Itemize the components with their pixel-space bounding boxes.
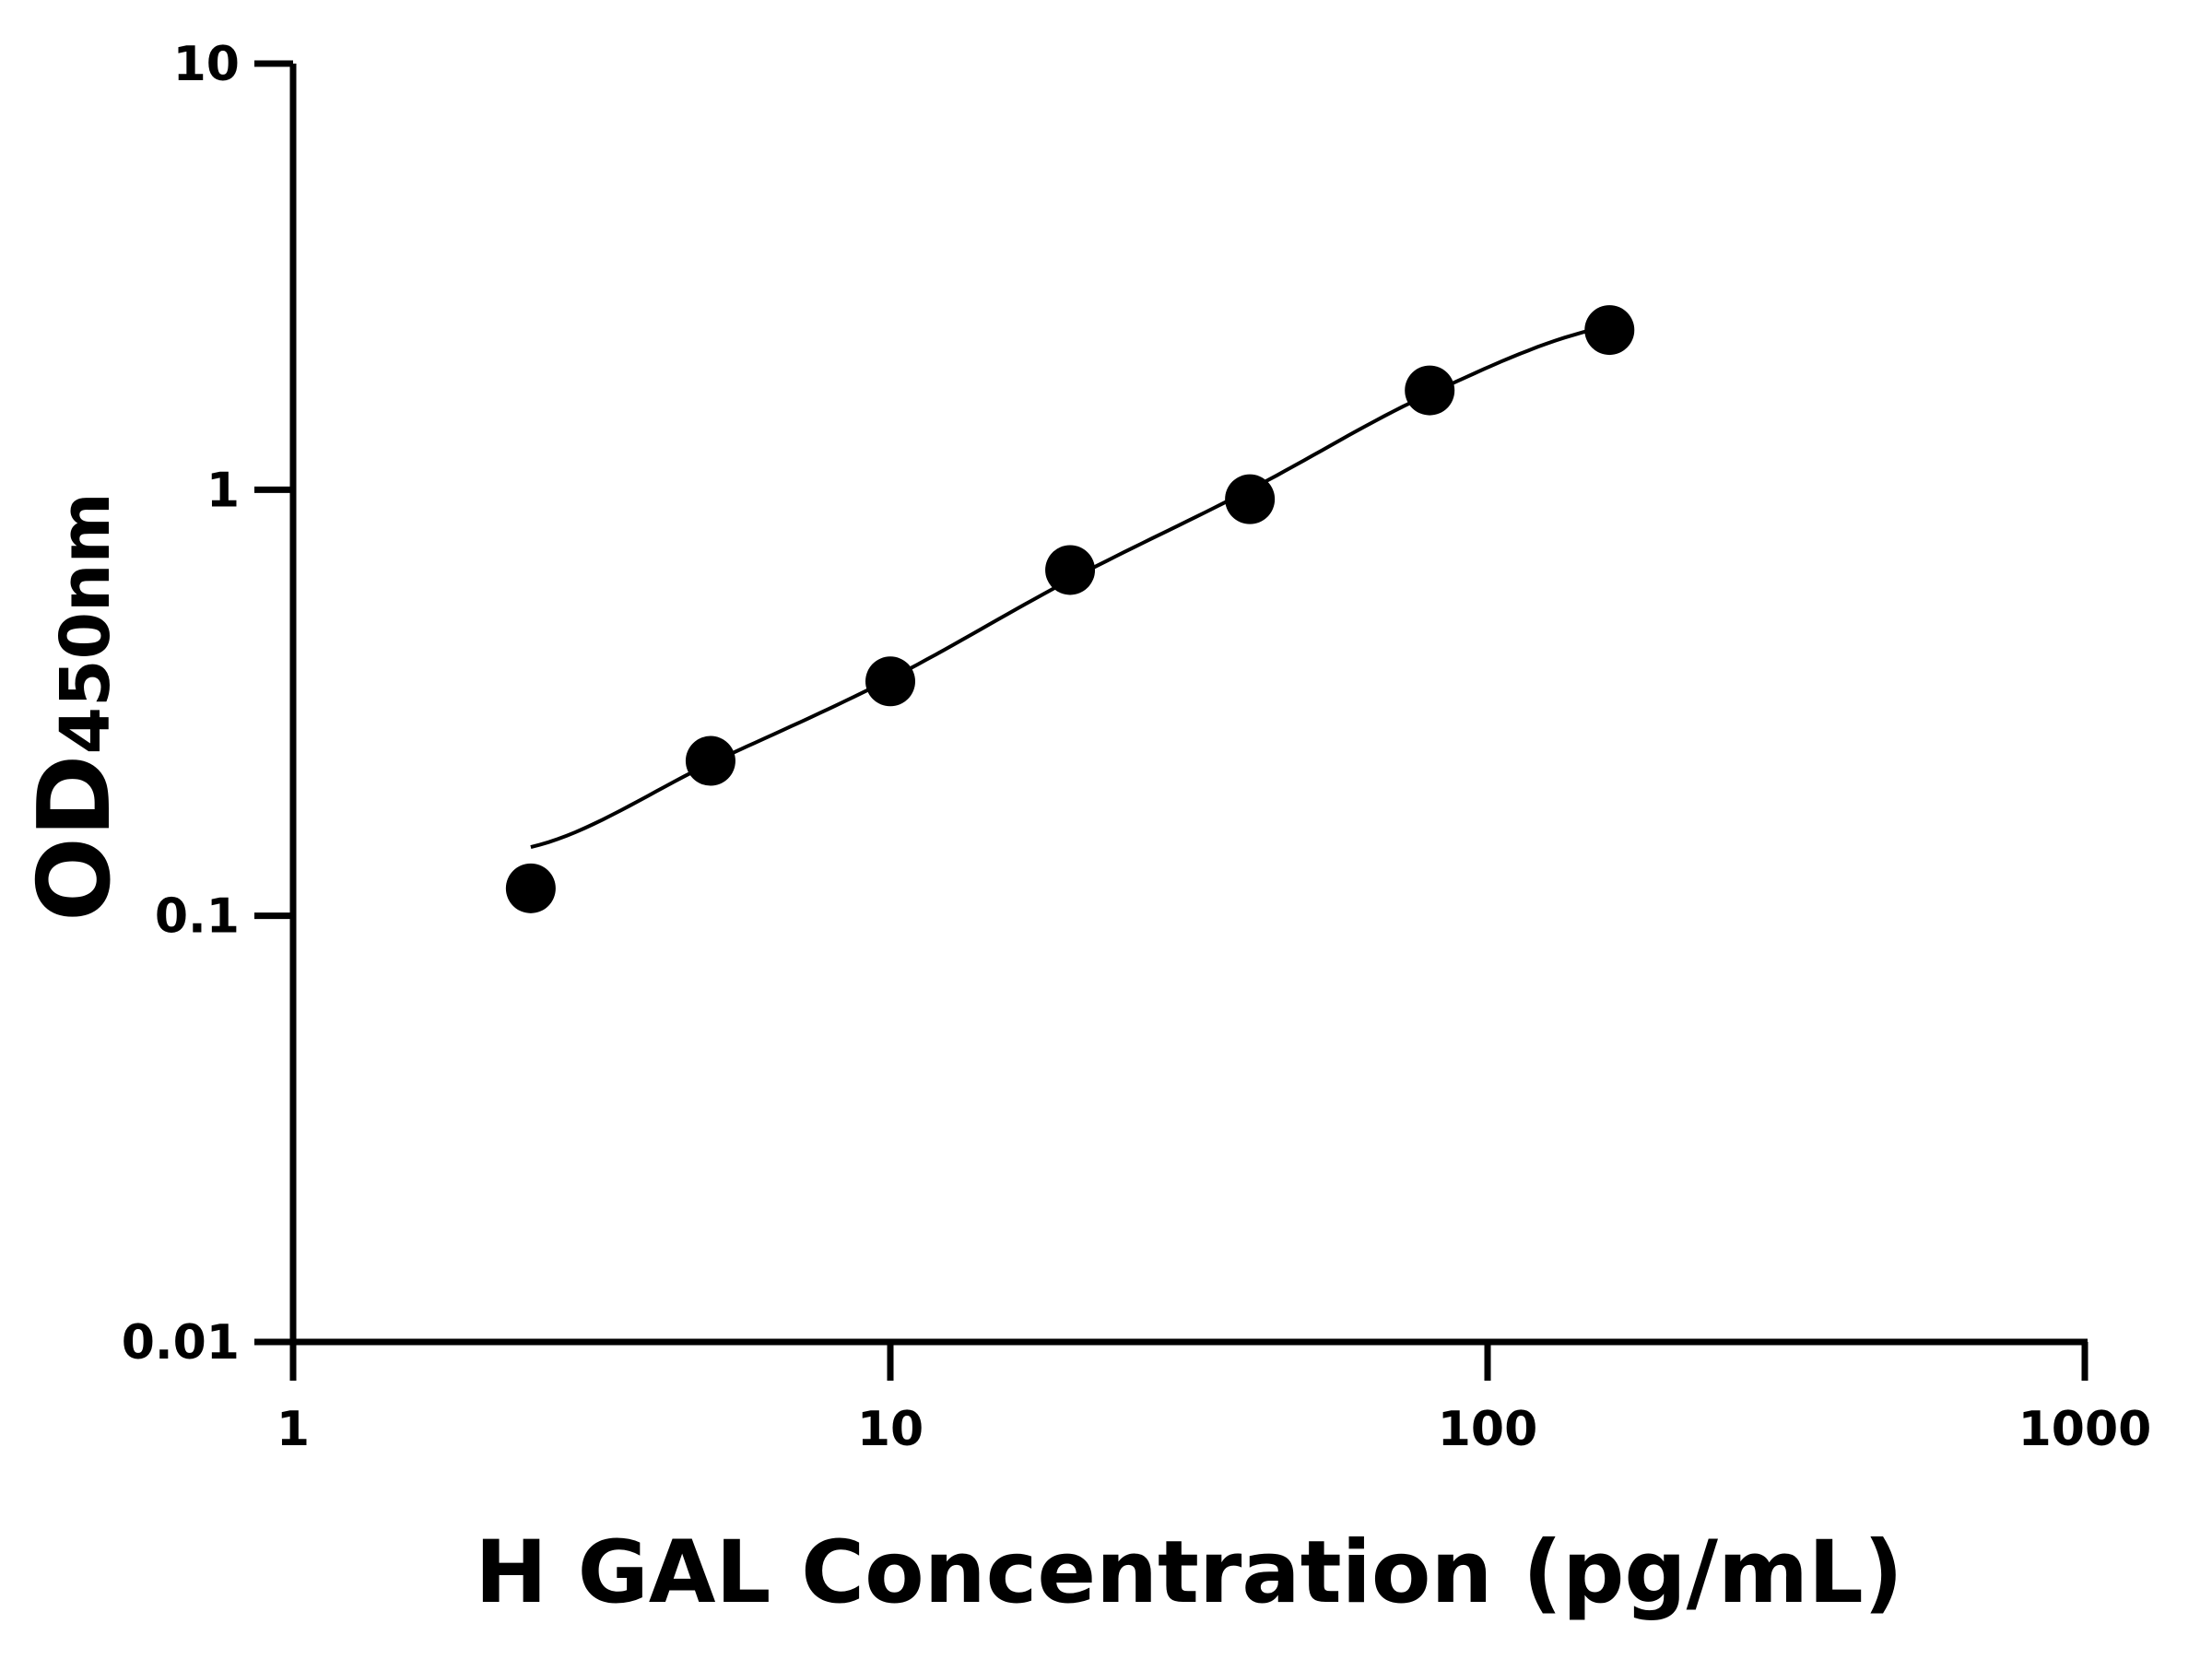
x-tick-label: 10 — [857, 1402, 924, 1457]
data-point — [865, 656, 915, 707]
x-tick-label: 1000 — [2018, 1402, 2152, 1457]
y-tick-label: 0.1 — [155, 889, 240, 945]
y-axis-title: OD450nm — [18, 492, 133, 922]
x-axis-title: H GAL Concentration (pg/mL) — [475, 1523, 1903, 1623]
data-points — [505, 305, 1635, 913]
data-point — [1225, 474, 1276, 524]
x-tick-label: 100 — [1438, 1402, 1538, 1457]
y-axis-title-subscript: 450nm — [46, 492, 125, 754]
y-tick-label: 10 — [173, 37, 240, 92]
data-point — [1045, 545, 1096, 595]
axes — [289, 64, 2088, 1346]
y-tick-label: 0.01 — [122, 1315, 240, 1371]
data-point — [505, 863, 556, 913]
x-tick-label: 1 — [276, 1402, 310, 1457]
data-point — [1584, 305, 1635, 356]
y-axis-title-main: OD — [18, 755, 133, 922]
data-point — [685, 735, 735, 786]
data-point — [1405, 365, 1455, 416]
ticks: 1 10 100 1000 0.01 0.1 1 10 — [122, 37, 2152, 1457]
y-tick-label: 1 — [206, 463, 240, 518]
